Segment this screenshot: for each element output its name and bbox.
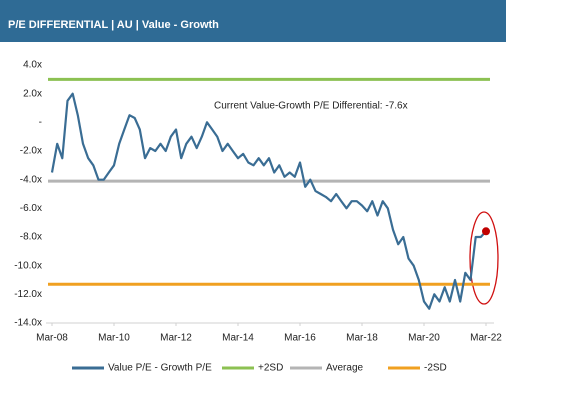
- highlight-ellipse: [469, 211, 499, 305]
- annotation: Current Value-Growth P/E Differential: -…: [214, 101, 408, 112]
- x-tick-label: Mar-14: [222, 333, 254, 344]
- legend-label: Average: [326, 363, 364, 374]
- x-tick-label: Mar-08: [36, 333, 68, 344]
- legend-label: Value P/E - Growth P/E: [108, 363, 212, 374]
- legend-label: +2SD: [258, 363, 283, 374]
- x-tick-label: Mar-10: [98, 333, 130, 344]
- series-line: [50, 92, 487, 310]
- title-bar: [0, 0, 506, 42]
- x-tick-label: Mar-22: [470, 333, 502, 344]
- y-tick-label: -12.0x: [14, 289, 42, 300]
- x-tick-label: Mar-16: [284, 333, 316, 344]
- y-tick-label: -4.0x: [20, 174, 42, 185]
- y-tick-label: -6.0x: [20, 203, 42, 214]
- x-tick-label: Mar-12: [160, 333, 192, 344]
- end-marker: [482, 227, 490, 236]
- legend-label: -2SD: [424, 363, 447, 374]
- y-tick-label: 4.0x: [23, 60, 42, 71]
- x-tick-label: Mar-20: [408, 333, 440, 344]
- y-tick-label: -: [39, 117, 42, 128]
- y-tick-label: -2.0x: [20, 146, 42, 157]
- x-tick-label: Mar-18: [346, 333, 378, 344]
- y-tick-label: -14.0x: [14, 318, 42, 329]
- y-tick-label: -8.0x: [20, 232, 42, 243]
- y-tick-label: 2.0x: [23, 88, 42, 99]
- chart-title: P/E DIFFERENTIAL | AU | Value - Growth: [8, 19, 219, 31]
- y-tick-label: -10.0x: [14, 260, 42, 271]
